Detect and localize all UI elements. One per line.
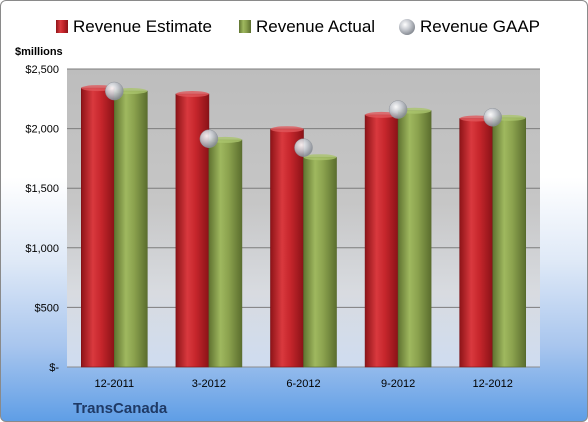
- y-axis-ticks: $- $500 $1,000 $1,500 $2,000 $2,500: [25, 64, 59, 374]
- x-tick-label: 12-2012: [473, 378, 513, 390]
- legend-item-actual: Revenue Actual: [239, 17, 375, 36]
- estimate-bar: [364, 114, 399, 368]
- estimate-bar: [81, 87, 115, 368]
- gaap-marker: [199, 129, 219, 148]
- estimate-bar-cap: [270, 126, 304, 133]
- legend-swatch-actual: [239, 20, 251, 33]
- x-axis-ticks: 12-2011 3-2012 6-2012 9-2012 12-2012: [95, 378, 513, 390]
- legend-marker-gaap: [399, 19, 415, 35]
- gaap-marker: [388, 100, 408, 119]
- legend-item-estimate: Revenue Estimate: [56, 17, 212, 36]
- legend-swatch-estimate: [56, 20, 68, 33]
- x-tick-label: 9-2012: [381, 378, 415, 390]
- actual-bar-cap: [303, 154, 337, 161]
- legend-label-gaap: Revenue GAAP: [420, 17, 540, 36]
- y-tick-label: $1,000: [25, 243, 59, 255]
- y-axis-unit-label: $millions: [15, 46, 63, 58]
- company-name: TransCanada: [73, 400, 168, 417]
- estimate-bar: [459, 118, 494, 368]
- legend-label-actual: Revenue Actual: [256, 17, 375, 36]
- actual-bar: [492, 117, 527, 368]
- estimate-bar-cap: [175, 91, 209, 98]
- y-tick-label: $2,000: [25, 124, 59, 136]
- gaap-markers: [105, 81, 502, 157]
- actual-bar: [208, 139, 243, 368]
- y-tick-label: $500: [35, 302, 59, 314]
- x-tick-label: 6-2012: [286, 378, 320, 390]
- y-tick-label: $2,500: [25, 64, 59, 76]
- actual-bar: [397, 110, 432, 368]
- bars: [81, 85, 527, 368]
- gaap-marker: [294, 138, 313, 157]
- y-tick-label: $-: [49, 362, 59, 374]
- actual-bar: [303, 156, 337, 368]
- legend: Revenue Estimate Revenue Actual Revenue …: [56, 17, 540, 36]
- actual-bar: [114, 90, 148, 368]
- x-tick-label: 3-2012: [192, 378, 226, 390]
- gaap-marker: [483, 108, 502, 127]
- gaap-marker: [105, 81, 124, 101]
- estimate-bar: [270, 128, 304, 368]
- legend-item-gaap: Revenue GAAP: [399, 17, 540, 36]
- x-tick-label: 12-2011: [95, 378, 135, 390]
- y-tick-label: $1,500: [25, 183, 59, 195]
- legend-label-estimate: Revenue Estimate: [73, 17, 212, 36]
